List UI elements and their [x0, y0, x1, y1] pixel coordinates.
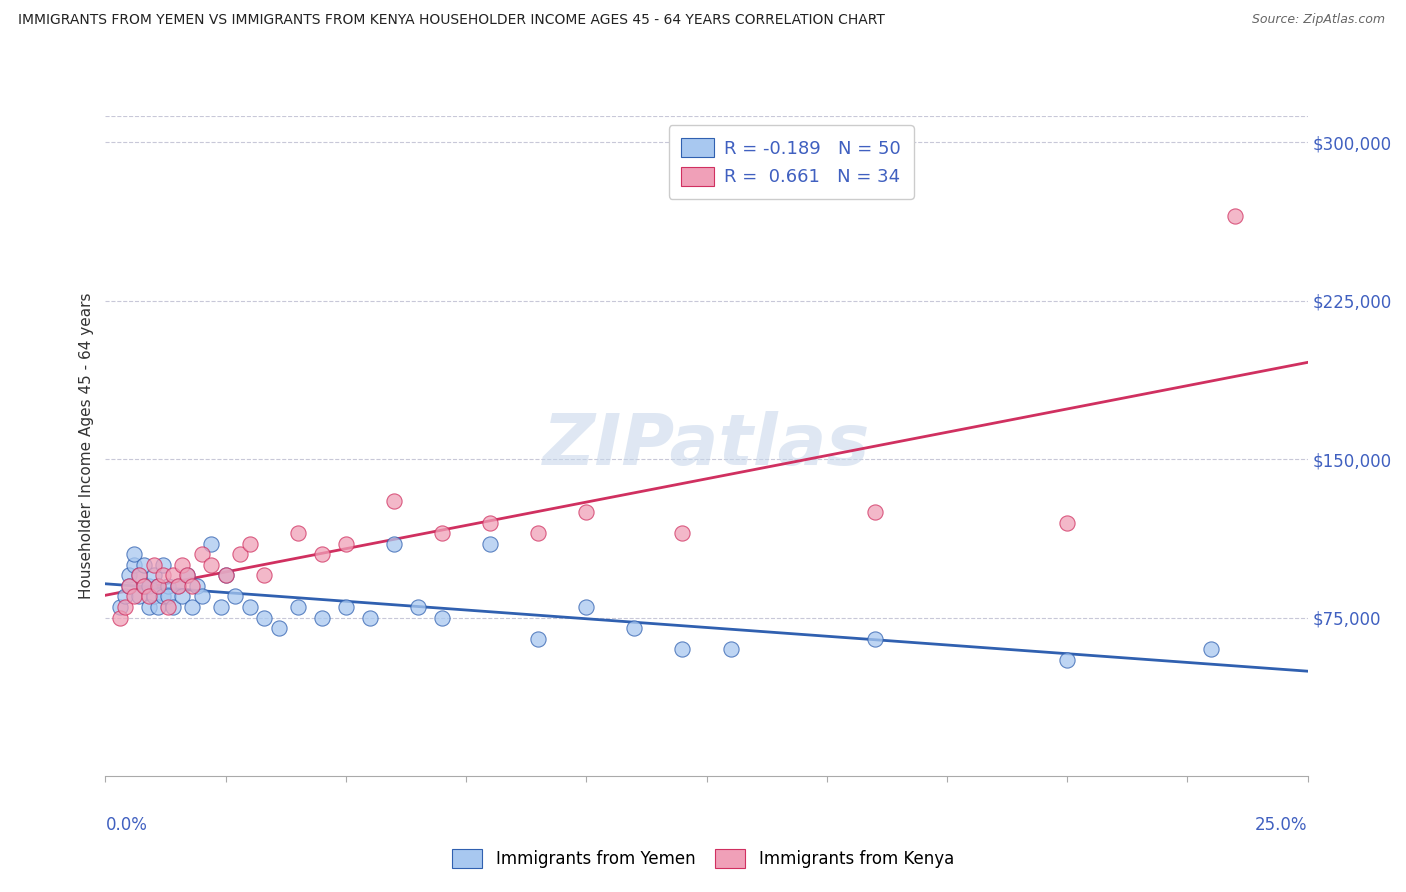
- Point: [267, 621, 290, 635]
- Point: [162, 600, 184, 615]
- Point: [132, 579, 155, 593]
- Point: [382, 537, 405, 551]
- Point: [287, 526, 309, 541]
- Point: [138, 600, 160, 615]
- Point: [359, 610, 381, 624]
- Point: [152, 558, 174, 572]
- Point: [156, 579, 179, 593]
- Point: [287, 600, 309, 615]
- Point: [200, 558, 222, 572]
- Point: [138, 590, 160, 604]
- Point: [124, 590, 146, 604]
- Point: [224, 590, 246, 604]
- Point: [406, 600, 429, 615]
- Point: [863, 505, 886, 519]
- Point: [575, 505, 598, 519]
- Point: [156, 600, 179, 615]
- Point: [1056, 516, 1078, 530]
- Point: [128, 568, 150, 582]
- Point: [1056, 653, 1078, 667]
- Point: [190, 547, 212, 561]
- Point: [200, 537, 222, 551]
- Point: [118, 579, 141, 593]
- Point: [138, 579, 160, 593]
- Point: [239, 537, 262, 551]
- Point: [181, 579, 204, 593]
- Point: [335, 537, 357, 551]
- Point: [176, 568, 198, 582]
- Point: [148, 579, 170, 593]
- Point: [190, 590, 212, 604]
- Point: [623, 621, 645, 635]
- Point: [181, 600, 204, 615]
- Point: [430, 610, 453, 624]
- Point: [142, 590, 165, 604]
- Point: [311, 547, 333, 561]
- Point: [186, 579, 208, 593]
- Point: [124, 558, 146, 572]
- Point: [209, 600, 232, 615]
- Point: [118, 568, 141, 582]
- Point: [152, 568, 174, 582]
- Point: [108, 610, 131, 624]
- Y-axis label: Householder Income Ages 45 - 64 years: Householder Income Ages 45 - 64 years: [79, 293, 94, 599]
- Point: [124, 547, 146, 561]
- Point: [575, 600, 598, 615]
- Text: Source: ZipAtlas.com: Source: ZipAtlas.com: [1251, 13, 1385, 27]
- Point: [142, 558, 165, 572]
- Point: [527, 632, 550, 646]
- Point: [172, 558, 194, 572]
- Text: ZIPatlas: ZIPatlas: [543, 411, 870, 481]
- Point: [671, 642, 693, 657]
- Point: [128, 568, 150, 582]
- Point: [1225, 209, 1247, 223]
- Point: [382, 494, 405, 508]
- Point: [1201, 642, 1223, 657]
- Point: [671, 526, 693, 541]
- Point: [863, 632, 886, 646]
- Point: [166, 579, 188, 593]
- Point: [114, 590, 136, 604]
- Point: [156, 590, 179, 604]
- Point: [172, 590, 194, 604]
- Point: [118, 579, 141, 593]
- Point: [527, 526, 550, 541]
- Point: [430, 526, 453, 541]
- Point: [214, 568, 236, 582]
- Point: [114, 600, 136, 615]
- Legend: Immigrants from Yemen, Immigrants from Kenya: Immigrants from Yemen, Immigrants from K…: [446, 843, 960, 875]
- Point: [128, 590, 150, 604]
- Point: [253, 610, 276, 624]
- Point: [335, 600, 357, 615]
- Point: [166, 579, 188, 593]
- Text: 25.0%: 25.0%: [1256, 816, 1308, 834]
- Point: [479, 537, 502, 551]
- Point: [148, 600, 170, 615]
- Point: [132, 579, 155, 593]
- Legend: R = -0.189   N = 50, R =  0.661   N = 34: R = -0.189 N = 50, R = 0.661 N = 34: [668, 125, 914, 199]
- Point: [311, 610, 333, 624]
- Point: [229, 547, 252, 561]
- Point: [176, 568, 198, 582]
- Point: [253, 568, 276, 582]
- Point: [479, 516, 502, 530]
- Point: [162, 568, 184, 582]
- Text: 0.0%: 0.0%: [105, 816, 148, 834]
- Point: [108, 600, 131, 615]
- Point: [720, 642, 742, 657]
- Point: [132, 558, 155, 572]
- Point: [148, 579, 170, 593]
- Point: [142, 568, 165, 582]
- Point: [214, 568, 236, 582]
- Point: [152, 590, 174, 604]
- Text: IMMIGRANTS FROM YEMEN VS IMMIGRANTS FROM KENYA HOUSEHOLDER INCOME AGES 45 - 64 Y: IMMIGRANTS FROM YEMEN VS IMMIGRANTS FROM…: [18, 13, 886, 28]
- Point: [239, 600, 262, 615]
